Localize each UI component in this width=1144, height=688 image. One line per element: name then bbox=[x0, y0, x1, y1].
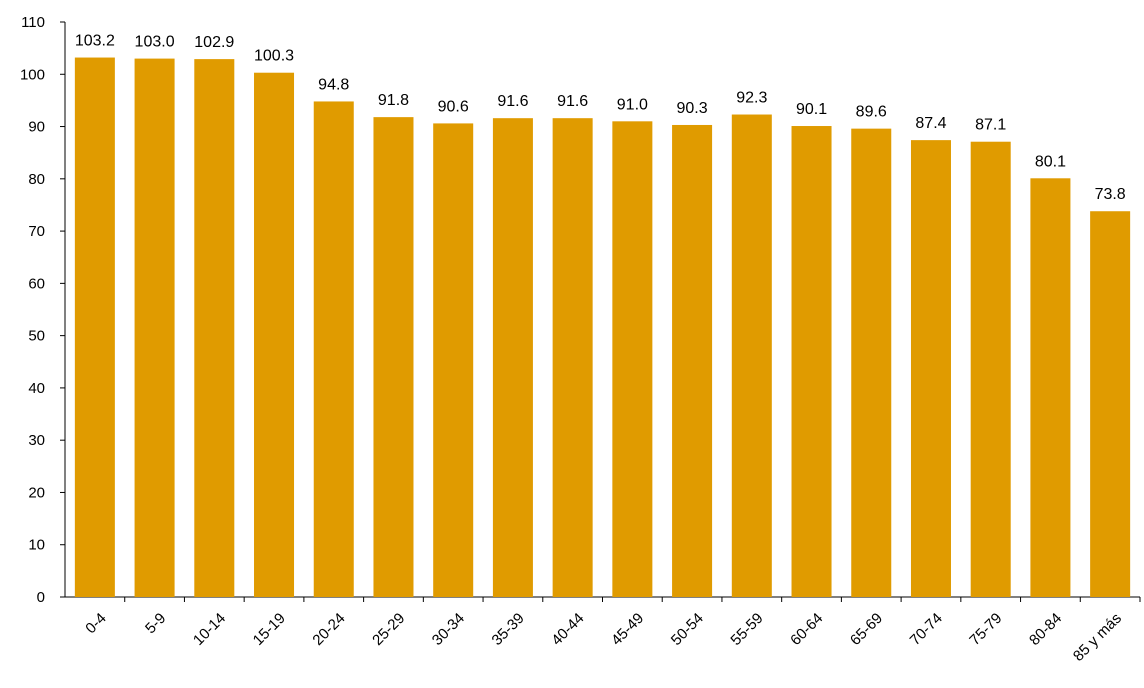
category-label: 10-14 bbox=[190, 610, 229, 649]
category-label: 60-64 bbox=[787, 610, 826, 649]
bar bbox=[672, 124, 713, 598]
bar bbox=[1030, 178, 1071, 597]
value-label: 89.6 bbox=[856, 104, 887, 121]
category-label: 55-59 bbox=[727, 610, 766, 649]
value-label: 80.1 bbox=[1035, 153, 1066, 170]
category-labels: 0-4 5-9 10-14 15-19 20-24 25-29 30-34 35-39 40-4… bbox=[82, 610, 1125, 665]
category-label: 35-39 bbox=[489, 610, 528, 649]
category-label: 80-84 bbox=[1026, 610, 1065, 649]
bar bbox=[492, 118, 533, 597]
value-label: 91.6 bbox=[557, 93, 588, 110]
bar bbox=[194, 59, 235, 597]
value-label: 90.6 bbox=[438, 98, 469, 115]
value-label: 87.1 bbox=[975, 117, 1006, 134]
bar bbox=[1090, 211, 1131, 597]
category-label: 0-4 bbox=[82, 610, 109, 637]
category-label: 75-79 bbox=[966, 610, 1005, 649]
bar bbox=[910, 140, 951, 598]
x-axis bbox=[65, 596, 1141, 602]
bar bbox=[791, 126, 832, 597]
bar bbox=[433, 123, 474, 597]
category-label: 50-54 bbox=[668, 610, 707, 649]
value-label: 73.8 bbox=[1095, 186, 1126, 203]
category-label: 20-24 bbox=[309, 610, 348, 649]
y-tick-label: 60 bbox=[28, 275, 45, 292]
bar bbox=[970, 141, 1011, 598]
value-label: 100.3 bbox=[254, 48, 294, 65]
value-label: 91.0 bbox=[617, 96, 648, 113]
y-tick-label: 20 bbox=[28, 484, 45, 501]
y-tick-label: 110 bbox=[21, 14, 45, 31]
value-label: 87.4 bbox=[915, 115, 946, 132]
y-tick-label: 30 bbox=[28, 432, 45, 449]
y-tick-label: 40 bbox=[28, 380, 45, 397]
value-label: 90.3 bbox=[677, 100, 708, 117]
bar bbox=[254, 72, 295, 598]
value-label: 91.8 bbox=[378, 92, 409, 109]
bar bbox=[612, 121, 653, 598]
bar bbox=[851, 128, 892, 598]
value-label: 91.6 bbox=[497, 93, 528, 110]
category-label: 65-69 bbox=[847, 610, 886, 649]
category-label: 45-49 bbox=[608, 610, 647, 649]
value-label: 94.8 bbox=[318, 76, 349, 93]
value-label: 103.0 bbox=[135, 34, 175, 51]
value-label: 103.2 bbox=[75, 33, 115, 50]
y-tick-label: 80 bbox=[28, 171, 45, 188]
value-label: 102.9 bbox=[194, 34, 234, 51]
y-tick-label: 50 bbox=[28, 328, 45, 345]
category-label: 15-19 bbox=[250, 610, 289, 649]
bars bbox=[74, 57, 1131, 598]
category-label: 30-34 bbox=[429, 610, 468, 649]
bar bbox=[313, 101, 354, 598]
y-tick-label: 0 bbox=[37, 589, 45, 606]
bar bbox=[552, 118, 593, 597]
value-labels: 103.2 103.0 102.9 100.3 94.8 91.8 90.6 91.6 91.6… bbox=[75, 33, 1126, 204]
bar bbox=[74, 57, 115, 597]
category-label: 70-74 bbox=[907, 610, 946, 649]
y-tick-label: 10 bbox=[28, 537, 45, 554]
value-label: 90.1 bbox=[796, 101, 827, 118]
y-tick-label: 100 bbox=[20, 66, 45, 83]
category-label: 40-44 bbox=[548, 610, 587, 649]
y-tick-label: 70 bbox=[28, 223, 45, 240]
category-label: 5-9 bbox=[142, 610, 169, 637]
value-label: 92.3 bbox=[736, 90, 767, 107]
bar bbox=[731, 114, 772, 597]
category-label: 25-29 bbox=[369, 610, 408, 649]
bar bbox=[134, 58, 175, 598]
category-label: 85 y más bbox=[1070, 610, 1125, 665]
y-axis: 0 10 20 30 40 50 60 70 80 90 100 110 bbox=[20, 14, 66, 606]
bar bbox=[373, 117, 414, 598]
y-tick-label: 90 bbox=[28, 119, 45, 136]
